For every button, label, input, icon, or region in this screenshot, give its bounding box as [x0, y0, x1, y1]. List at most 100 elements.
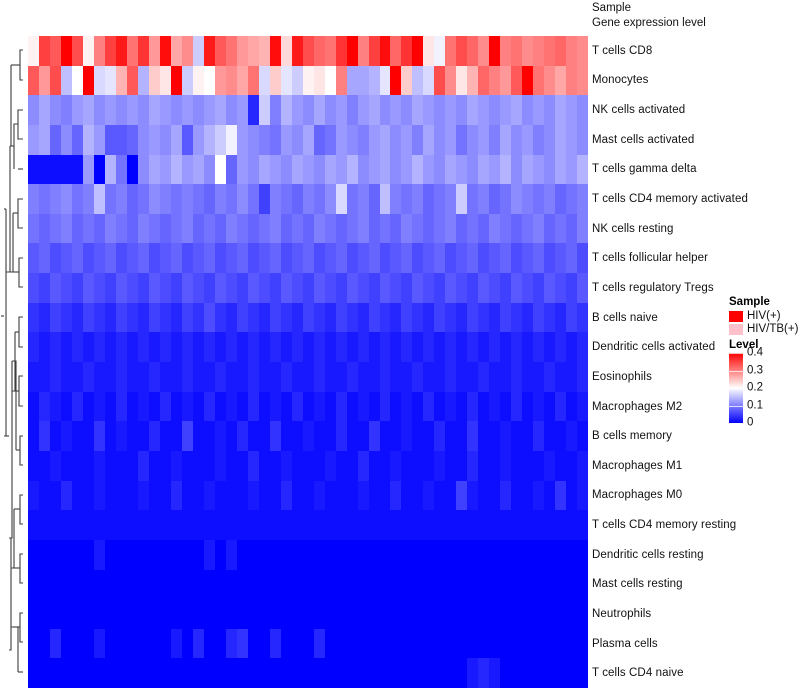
heatmap-cell	[555, 569, 567, 600]
heatmap-cell	[258, 273, 270, 303]
heatmap-cell	[434, 450, 446, 481]
heatmap-cell	[115, 421, 127, 451]
heatmap-cell	[214, 450, 226, 481]
sample-legend: Sample HIV(+) HIV/TB(+)	[729, 296, 798, 336]
heatmap-cell	[500, 599, 512, 629]
heatmap-cell	[269, 213, 281, 244]
heatmap-row	[28, 243, 589, 274]
heatmap-cell	[203, 332, 215, 363]
heatmap-cell	[28, 36, 39, 66]
heatmap-cell	[478, 273, 490, 303]
heatmap-cell	[522, 332, 534, 363]
heatmap-cell	[159, 658, 171, 689]
heatmap-cell	[71, 421, 83, 451]
heatmap-cell	[214, 569, 226, 600]
heatmap-cell	[258, 599, 270, 629]
heatmap-cell	[71, 273, 83, 303]
heatmap-row	[28, 510, 589, 540]
heatmap-cell	[247, 480, 259, 511]
heatmap-cell	[335, 391, 347, 422]
heatmap-cell	[126, 569, 138, 600]
heatmap-cell	[93, 510, 105, 540]
heatmap-cell	[291, 421, 303, 451]
heatmap-cell	[555, 332, 567, 363]
heatmap-cell	[522, 302, 534, 333]
heatmap-cell	[93, 391, 105, 422]
heatmap-cell	[500, 95, 512, 125]
heatmap-cell	[258, 332, 270, 363]
heatmap-cell	[203, 421, 215, 451]
level-tick-mark	[729, 405, 743, 407]
heatmap-cell	[566, 480, 578, 511]
heatmap-cell	[126, 539, 138, 570]
heatmap-cell	[214, 362, 226, 392]
heatmap-cell	[258, 421, 270, 451]
heatmap-cell	[181, 391, 193, 422]
heatmap-cell	[291, 658, 303, 689]
heatmap-cell	[566, 391, 578, 422]
heatmap-row	[28, 273, 589, 303]
heatmap-cell	[236, 480, 248, 511]
heatmap-cell	[225, 124, 237, 155]
heatmap-cell	[203, 450, 215, 481]
heatmap-cell	[489, 362, 501, 392]
heatmap-cell	[324, 450, 336, 481]
heatmap-cell	[544, 154, 556, 185]
heatmap-cell	[236, 569, 248, 600]
heatmap-cell	[302, 243, 314, 274]
heatmap-cell	[192, 510, 204, 540]
heatmap-cell	[577, 302, 589, 333]
heatmap-cell	[412, 332, 424, 363]
heatmap-cell	[93, 243, 105, 274]
heatmap-cell	[423, 302, 435, 333]
heatmap-cell	[60, 65, 72, 96]
heatmap-cell	[236, 154, 248, 185]
heatmap-cell	[181, 480, 193, 511]
heatmap-cell	[291, 569, 303, 600]
heatmap-cell	[71, 36, 83, 66]
heatmap-cell	[280, 362, 292, 392]
heatmap-cell	[412, 658, 424, 689]
heatmap-cell	[170, 154, 182, 185]
heatmap-cell	[137, 391, 149, 422]
heatmap-cell	[489, 95, 501, 125]
heatmap-cell	[368, 95, 380, 125]
heatmap-cell	[225, 480, 237, 511]
heatmap-cell	[258, 124, 270, 155]
heatmap-cell	[148, 628, 160, 659]
heatmap-cell	[368, 421, 380, 451]
heatmap-cell	[192, 628, 204, 659]
heatmap-cell	[445, 569, 457, 600]
heatmap-cell	[544, 539, 556, 570]
heatmap-cell	[170, 599, 182, 629]
heatmap-cell	[456, 510, 468, 540]
heatmap-cell	[456, 480, 468, 511]
heatmap-cell	[247, 510, 259, 540]
heatmap-cell	[577, 273, 589, 303]
heatmap-cell	[401, 124, 413, 155]
heatmap-cell	[115, 391, 127, 422]
heatmap-cell	[445, 213, 457, 244]
heatmap-cell	[566, 421, 578, 451]
heatmap-cell	[566, 273, 578, 303]
heatmap-cell	[500, 302, 512, 333]
heatmap-cell	[148, 450, 160, 481]
heatmap-cell	[126, 391, 138, 422]
heatmap-cell	[280, 421, 292, 451]
heatmap-cell	[225, 362, 237, 392]
heatmap-cell	[181, 124, 193, 155]
heatmap-cell	[511, 243, 523, 274]
heatmap-cell	[49, 450, 61, 481]
row-label: Plasma cells	[592, 637, 658, 650]
heatmap-cell	[49, 273, 61, 303]
heatmap-cell	[28, 302, 39, 333]
heatmap-cell	[456, 213, 468, 244]
heatmap-cell	[269, 124, 281, 155]
heatmap-cell	[577, 599, 589, 629]
heatmap-cell	[478, 332, 490, 363]
heatmap-cell	[93, 450, 105, 481]
heatmap-cell	[313, 658, 325, 689]
heatmap-cell	[28, 124, 39, 155]
heatmap-cell	[489, 628, 501, 659]
